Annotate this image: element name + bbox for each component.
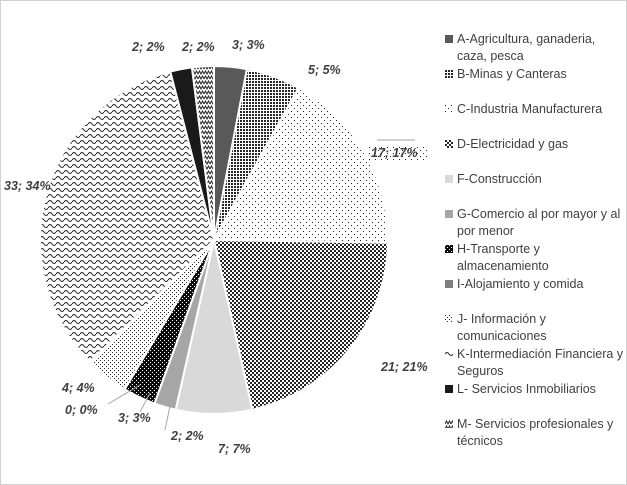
legend-label-a: A-Agricultura, ganaderia, caza, pesca (457, 32, 596, 63)
data-label-b: 5; 5% (308, 63, 341, 77)
data-label-h: 3; 3% (118, 411, 151, 425)
data-label-k: 33; 34% (4, 179, 51, 193)
data-label-j: 4; 4% (61, 381, 95, 395)
data-label-c: 17; 17% (371, 146, 418, 160)
data-label-a: 3; 3% (232, 38, 265, 52)
legend-swatch-m (445, 420, 453, 428)
legend-swatch-j (445, 315, 453, 323)
legend-label-b: B-Minas y Canteras (457, 67, 567, 81)
legend-label-l: L- Servicios Inmobiliarios (457, 382, 596, 396)
leader-line-i (107, 384, 141, 405)
legend-swatch-d (445, 140, 453, 148)
legend-swatch-f (445, 175, 453, 183)
data-labels: 3; 3% 5; 5% 17; 17% 21; 21% 7; 7% 2; 2% 3; 3% 0… (4, 38, 428, 456)
data-label-l: 2; 2% (131, 40, 165, 54)
legend-label-j: J- Información y comunicaciones (457, 312, 547, 343)
legend-label-h: H-Transporte y almacenamiento (457, 242, 549, 273)
leader-line-g (164, 405, 171, 431)
pie-slices (39, 64, 389, 415)
data-label-backdrop-c (369, 145, 427, 161)
legend-label-k: K-Intermediación Financiera y Seguros (457, 347, 624, 378)
legend-label-d: D-Electricidad y gas (457, 137, 569, 151)
legend-label-f: F-Construcción (457, 172, 542, 186)
data-label-f: 7; 7% (218, 442, 251, 456)
data-label-g: 2; 2% (170, 429, 204, 443)
pie-slice-m (190, 64, 215, 241)
legend-swatch-a (445, 35, 453, 43)
legend-label-g: G-Comercio al por mayor y al por menor (457, 207, 621, 238)
data-label-i: 0; 0% (65, 403, 98, 417)
legend-swatch-b (445, 70, 453, 78)
pie-slice-k (39, 70, 216, 364)
legend-swatch-h (445, 245, 453, 253)
legend-label-m: M- Servicios profesionales y técnicos (457, 417, 614, 448)
legend-swatch-k (445, 350, 453, 358)
leader-lines (107, 139, 415, 431)
legend-swatch-i (445, 280, 453, 288)
legend-swatch-g (445, 210, 453, 218)
data-label-d: 21; 21% (380, 360, 428, 374)
pie-slice-c (212, 86, 389, 244)
data-label-m: 2; 2% (181, 40, 215, 54)
legend-label-i: I-Alojamiento y comida (457, 277, 584, 291)
pie-slice-d (212, 238, 389, 411)
legend-label-c: C-Industria Manufacturera (457, 102, 603, 116)
legend-swatch-c (445, 105, 453, 113)
leader-line-h (139, 392, 151, 413)
legend-swatch-l (445, 385, 453, 393)
